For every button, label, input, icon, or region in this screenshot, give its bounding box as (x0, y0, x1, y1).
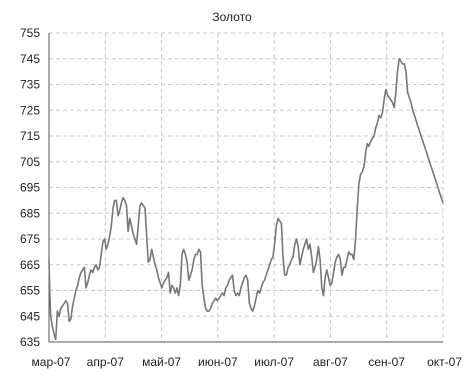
y-tick-label: 725 (20, 103, 40, 117)
y-tick-label: 755 (20, 26, 40, 40)
series-layer (48, 57, 444, 341)
y-tick-label: 715 (20, 129, 40, 143)
x-tick-label: апр-07 (87, 355, 125, 369)
y-tick-labels: 635 645 655 665 675 685 695 705 715 725 735 745 755 (20, 26, 40, 349)
y-tick-label: 655 (20, 284, 40, 298)
y-tick-label: 695 (20, 181, 40, 195)
x-tick-labels: мар-07 апр-07 май-07 июн-07 июл-07 авг-07 сен-… (32, 355, 463, 369)
x-tick-label: май-07 (142, 355, 181, 369)
x-tick-label: авг-07 (313, 355, 348, 369)
chart-title: Золото (212, 10, 252, 24)
y-tick-label: 675 (20, 232, 40, 246)
y-tick-label: 745 (20, 52, 40, 66)
y-tick-label: 645 (20, 309, 40, 323)
x-tick-label: окт-07 (427, 355, 462, 369)
y-tick-label: 665 (20, 258, 40, 272)
x-tick-label: июн-07 (198, 355, 238, 369)
y-tick-label: 705 (20, 155, 40, 169)
x-tick-label: мар-07 (32, 355, 71, 369)
grid-lines (49, 32, 444, 342)
x-tick-label: июл-07 (254, 355, 294, 369)
y-tick-label: 635 (20, 335, 40, 349)
series-line-gold (48, 57, 444, 341)
y-tick-label: 685 (20, 206, 40, 220)
x-tick-label: сен-07 (368, 355, 405, 369)
y-tick-label: 735 (20, 78, 40, 92)
